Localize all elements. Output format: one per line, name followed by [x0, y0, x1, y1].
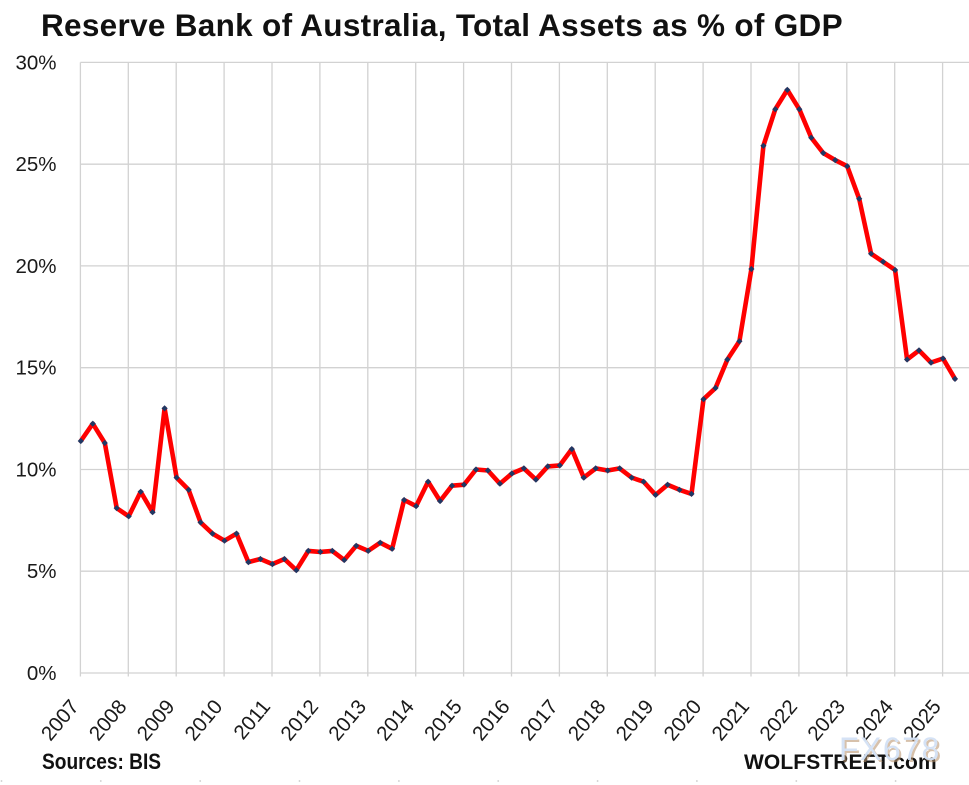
svg-text:5%: 5%: [27, 560, 57, 583]
svg-text:2010: 2010: [180, 695, 227, 745]
svg-text:30%: 30%: [15, 51, 56, 74]
svg-text:2021: 2021: [707, 695, 754, 745]
svg-text:15%: 15%: [15, 357, 56, 380]
svg-text:2011: 2011: [229, 695, 275, 744]
svg-text:2012: 2012: [276, 695, 323, 745]
svg-text:2014: 2014: [372, 695, 419, 745]
svg-text:2018: 2018: [564, 695, 611, 745]
svg-text:2013: 2013: [324, 695, 371, 745]
svg-text:2017: 2017: [516, 695, 563, 745]
svg-text:25%: 25%: [15, 153, 56, 176]
svg-text:20%: 20%: [15, 255, 56, 278]
svg-text:10%: 10%: [15, 459, 56, 482]
svg-text:2019: 2019: [611, 695, 658, 745]
svg-text:2015: 2015: [420, 695, 467, 745]
svg-text:2009: 2009: [132, 695, 179, 745]
svg-text:2022: 2022: [755, 695, 802, 745]
svg-text:2016: 2016: [468, 695, 515, 745]
svg-text:2007: 2007: [37, 695, 84, 745]
svg-text:0%: 0%: [27, 662, 57, 685]
svg-text:2020: 2020: [659, 695, 706, 745]
svg-text:2008: 2008: [85, 695, 132, 745]
